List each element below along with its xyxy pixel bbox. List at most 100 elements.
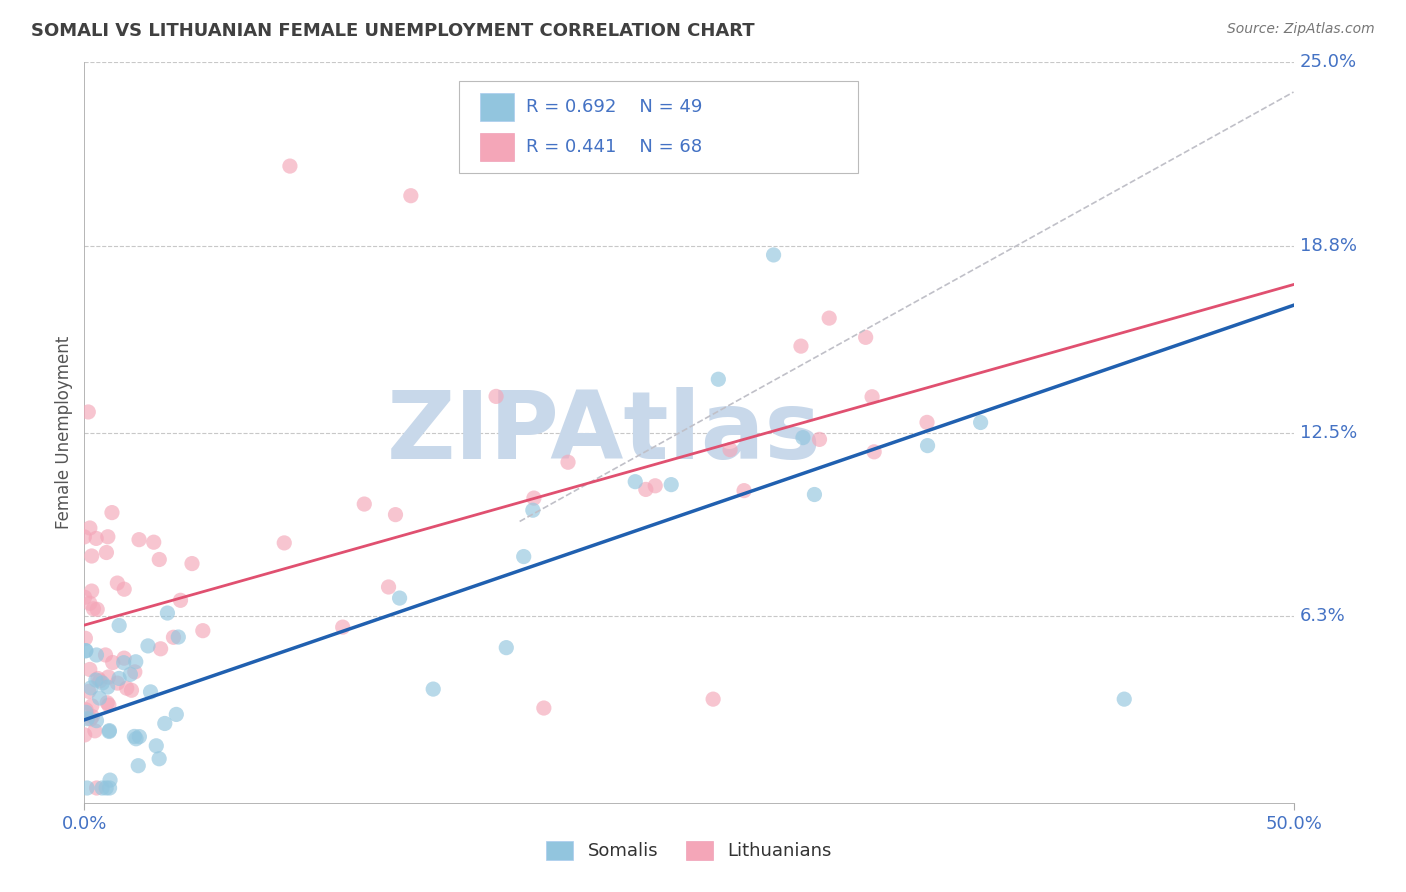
Point: [115, 681, 138, 696]
Point: [73, 591, 96, 605]
Point: [149, 641, 172, 656]
Y-axis label: Female Unemployment: Female Unemployment: [55, 336, 73, 529]
Point: [108, 618, 131, 632]
Point: [76, 780, 98, 795]
Point: [73, 728, 96, 742]
Point: [83, 723, 105, 738]
Point: [112, 656, 135, 670]
Point: [145, 739, 167, 753]
Point: [86, 714, 108, 728]
Point: [523, 491, 546, 505]
Point: [105, 576, 128, 591]
Point: [75, 705, 97, 719]
Point: [97, 670, 120, 684]
Point: [148, 552, 170, 566]
Point: [98, 723, 121, 738]
Point: [624, 475, 647, 489]
Text: Source: ZipAtlas.com: Source: ZipAtlas.com: [1227, 22, 1375, 37]
Point: [101, 656, 124, 670]
Point: [273, 536, 295, 550]
Point: [105, 676, 128, 690]
Point: [108, 672, 131, 686]
Point: [860, 390, 883, 404]
Point: [75, 644, 97, 658]
Point: [98, 780, 121, 795]
Bar: [479, 93, 513, 121]
Point: [1114, 692, 1136, 706]
Point: [790, 339, 813, 353]
Point: [96, 696, 118, 710]
Point: [153, 716, 176, 731]
Text: R = 0.441    N = 68: R = 0.441 N = 68: [526, 138, 702, 156]
Text: 18.8%: 18.8%: [1299, 237, 1357, 255]
Point: [97, 698, 120, 712]
Point: [97, 680, 120, 694]
Point: [84, 532, 107, 546]
Point: [112, 651, 135, 665]
Point: [96, 545, 118, 559]
Point: [422, 682, 444, 697]
Point: [557, 455, 579, 469]
Point: [136, 639, 159, 653]
Point: [79, 663, 101, 677]
Point: [863, 445, 886, 459]
Point: [125, 731, 148, 746]
Point: [634, 483, 657, 497]
Legend: Somalis, Lithuanians: Somalis, Lithuanians: [547, 841, 831, 861]
Point: [533, 701, 555, 715]
Point: [485, 389, 508, 403]
Point: [278, 159, 301, 173]
Point: [803, 487, 825, 501]
Point: [121, 683, 143, 698]
Point: [181, 557, 204, 571]
Point: [332, 620, 354, 634]
Point: [86, 780, 108, 795]
Point: [156, 606, 179, 620]
Point: [124, 730, 146, 744]
Point: [97, 530, 120, 544]
Point: [512, 549, 534, 564]
Point: [101, 506, 124, 520]
Point: [82, 602, 104, 616]
Point: [73, 530, 96, 544]
Point: [659, 477, 682, 491]
Point: [124, 665, 146, 679]
Point: [77, 405, 100, 419]
Point: [191, 624, 214, 638]
FancyBboxPatch shape: [460, 81, 858, 173]
Point: [142, 535, 165, 549]
Point: [91, 780, 114, 795]
Point: [165, 707, 187, 722]
Point: [855, 330, 877, 344]
Point: [125, 655, 148, 669]
Point: [128, 533, 150, 547]
Point: [98, 724, 121, 739]
Text: ZIPAtlas: ZIPAtlas: [387, 386, 821, 479]
Point: [84, 673, 107, 687]
Point: [792, 431, 814, 445]
Point: [80, 698, 103, 713]
Point: [808, 433, 831, 447]
Text: 25.0%: 25.0%: [1299, 54, 1357, 71]
Point: [969, 416, 991, 430]
Point: [127, 758, 149, 772]
Point: [79, 596, 101, 610]
Point: [139, 685, 162, 699]
Point: [86, 602, 108, 616]
Point: [76, 712, 98, 726]
Point: [733, 483, 755, 498]
Point: [384, 508, 406, 522]
Point: [98, 773, 121, 788]
Point: [75, 632, 97, 646]
Point: [707, 372, 730, 386]
Point: [128, 730, 150, 744]
Point: [718, 442, 741, 457]
Point: [388, 591, 411, 605]
Point: [77, 684, 100, 698]
Point: [399, 188, 422, 202]
Text: SOMALI VS LITHUANIAN FEMALE UNEMPLOYMENT CORRELATION CHART: SOMALI VS LITHUANIAN FEMALE UNEMPLOYMENT…: [31, 22, 755, 40]
Point: [112, 582, 135, 597]
Point: [89, 673, 111, 688]
Point: [80, 681, 103, 695]
Point: [91, 676, 114, 690]
